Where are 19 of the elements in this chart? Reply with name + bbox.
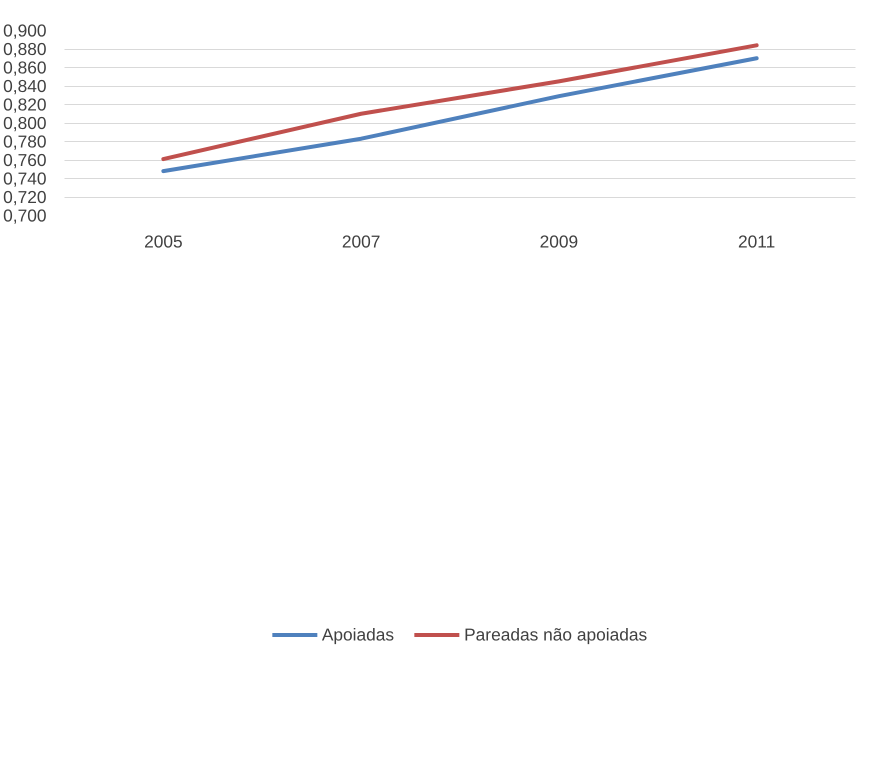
legend-label: Apoiadas [322,624,394,646]
y-tick-label: 0,760 [3,150,47,170]
y-tick-label: 0,900 [3,20,47,40]
y-tick-label: 0,800 [3,113,47,133]
y-tick-label: 0,740 [3,168,47,188]
y-tick-label: 0,720 [3,187,47,207]
y-tick-label: 0,780 [3,132,47,152]
y-tick-label: 0,820 [3,94,47,114]
y-tick-label: 0,880 [3,39,47,59]
x-tick-label: 2007 [342,232,380,252]
legend-label: Pareadas não apoiadas [464,624,648,646]
line-series [161,43,759,162]
y-tick-label: 0,840 [3,76,47,96]
line-series [161,56,759,174]
y-tick-label: 0,700 [3,206,47,226]
x-tick-label: 2009 [540,232,578,252]
x-tick-label: 2011 [738,232,776,252]
y-tick-label: 0,860 [3,58,47,78]
x-tick-label: 2005 [144,232,183,252]
